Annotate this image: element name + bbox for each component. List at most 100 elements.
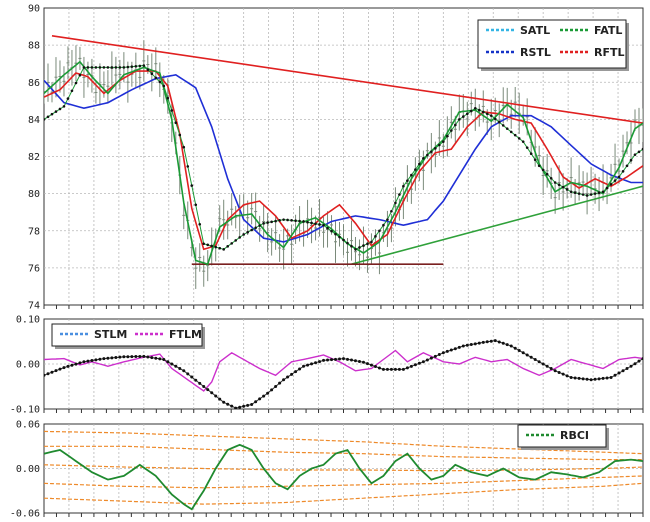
rstl-point: [206, 243, 210, 247]
band-inner-bottom-line: [44, 475, 643, 489]
stlm-point: [90, 358, 94, 362]
rstl-point: [617, 175, 621, 179]
stlm-point: [621, 369, 625, 373]
rstl-point: [370, 240, 373, 244]
rstl-point: [258, 224, 261, 227]
stlm-point: [573, 376, 577, 380]
rstl-point: [178, 133, 182, 137]
rstl-point: [354, 248, 357, 251]
rstl-point: [549, 177, 553, 180]
rstl-point: [394, 201, 397, 205]
rstl-point: [238, 236, 241, 239]
stlm-point: [126, 355, 130, 359]
rstl-point: [250, 228, 253, 232]
rstl-point: [545, 172, 549, 176]
stlm-point: [477, 341, 481, 345]
rstl-point: [450, 129, 453, 132]
rstl-point: [462, 115, 465, 118]
stlm-point: [501, 341, 505, 345]
rstl-point: [541, 168, 545, 172]
rstl-point: [633, 153, 637, 156]
y-tick-label: 76: [28, 263, 40, 274]
stlm-point: [262, 394, 266, 398]
stlm-point: [238, 405, 242, 409]
stlm-point: [130, 355, 134, 359]
stlm-point: [549, 367, 553, 370]
rstl-point: [286, 218, 289, 222]
stlm-point: [146, 355, 150, 359]
stlm-point: [198, 381, 202, 385]
y-tick-label: 0.00: [16, 360, 40, 371]
rstl-point: [226, 245, 229, 248]
stlm-point: [353, 359, 357, 363]
rstl-point: [174, 121, 178, 125]
rstl-point: [350, 244, 353, 248]
stlm-point: [469, 343, 473, 347]
rstl-point: [118, 66, 122, 69]
stlm-point: [218, 397, 222, 401]
y-tick-label: -0.10: [10, 405, 40, 416]
stlm-point: [533, 358, 537, 361]
rstl-point: [270, 220, 273, 224]
stlm-point: [102, 357, 106, 361]
y-tick-label: 84: [28, 115, 40, 126]
stlm-point: [473, 342, 477, 346]
rstl-point: [310, 221, 313, 225]
rstl-point: [338, 235, 341, 239]
stlm-point: [553, 369, 557, 373]
stlm-point: [401, 367, 405, 371]
rstl-point: [214, 245, 218, 249]
stlm-point: [581, 377, 585, 381]
legend: STLM FTLM: [51, 323, 205, 349]
legend: SATL FATL RSTL RFTL: [477, 19, 629, 71]
rstl-point: [150, 72, 154, 76]
y-tick-label: 80: [28, 189, 40, 200]
legend: RBCI: [517, 424, 609, 450]
stlm-point: [134, 355, 138, 359]
legend-box: [477, 19, 627, 69]
stlm-point: [54, 369, 58, 373]
rstl-point: [234, 239, 237, 242]
rstl-point: [561, 185, 565, 189]
rstl-point: [78, 73, 82, 77]
stlm-point: [202, 385, 206, 388]
rstl-point: [318, 223, 321, 226]
rstl-point: [414, 168, 417, 171]
stlm-point: [633, 362, 637, 366]
stlm-point: [190, 375, 194, 379]
rstl-point: [306, 220, 309, 224]
stlm-point: [557, 370, 561, 374]
stlm-point: [330, 358, 334, 362]
stlm-point: [609, 376, 613, 379]
rstl-point: [222, 248, 225, 251]
rstl-point: [98, 66, 102, 69]
y-tick-label: 0.00: [16, 464, 40, 475]
rstl-point: [322, 223, 325, 227]
stlm-point: [449, 348, 453, 352]
y-tick-label: 90: [28, 4, 40, 15]
rstl-point: [274, 219, 277, 223]
rstl-point: [278, 219, 281, 222]
stlm-point: [625, 367, 629, 370]
rstl-point: [458, 118, 461, 121]
stlm-point: [453, 347, 457, 351]
rstl-point: [358, 246, 361, 249]
rstl-point: [521, 140, 525, 143]
stlm-point: [186, 372, 190, 376]
stlm-point: [46, 372, 50, 376]
stlm-point: [170, 362, 174, 366]
rstl-point: [110, 66, 114, 69]
rstl-point: [262, 222, 265, 225]
stlm-point: [357, 359, 361, 363]
plot-marks: [44, 339, 643, 409]
rstl-point: [497, 120, 501, 124]
stlm-point: [214, 394, 218, 398]
stlm-point: [310, 362, 314, 366]
rstl-point: [597, 191, 601, 194]
stlm-point: [541, 362, 545, 366]
stlm-point: [338, 357, 342, 361]
rstl-point: [170, 109, 174, 112]
stlm-point: [298, 367, 302, 371]
stlm-point: [154, 356, 158, 360]
stlm-point: [290, 372, 294, 376]
